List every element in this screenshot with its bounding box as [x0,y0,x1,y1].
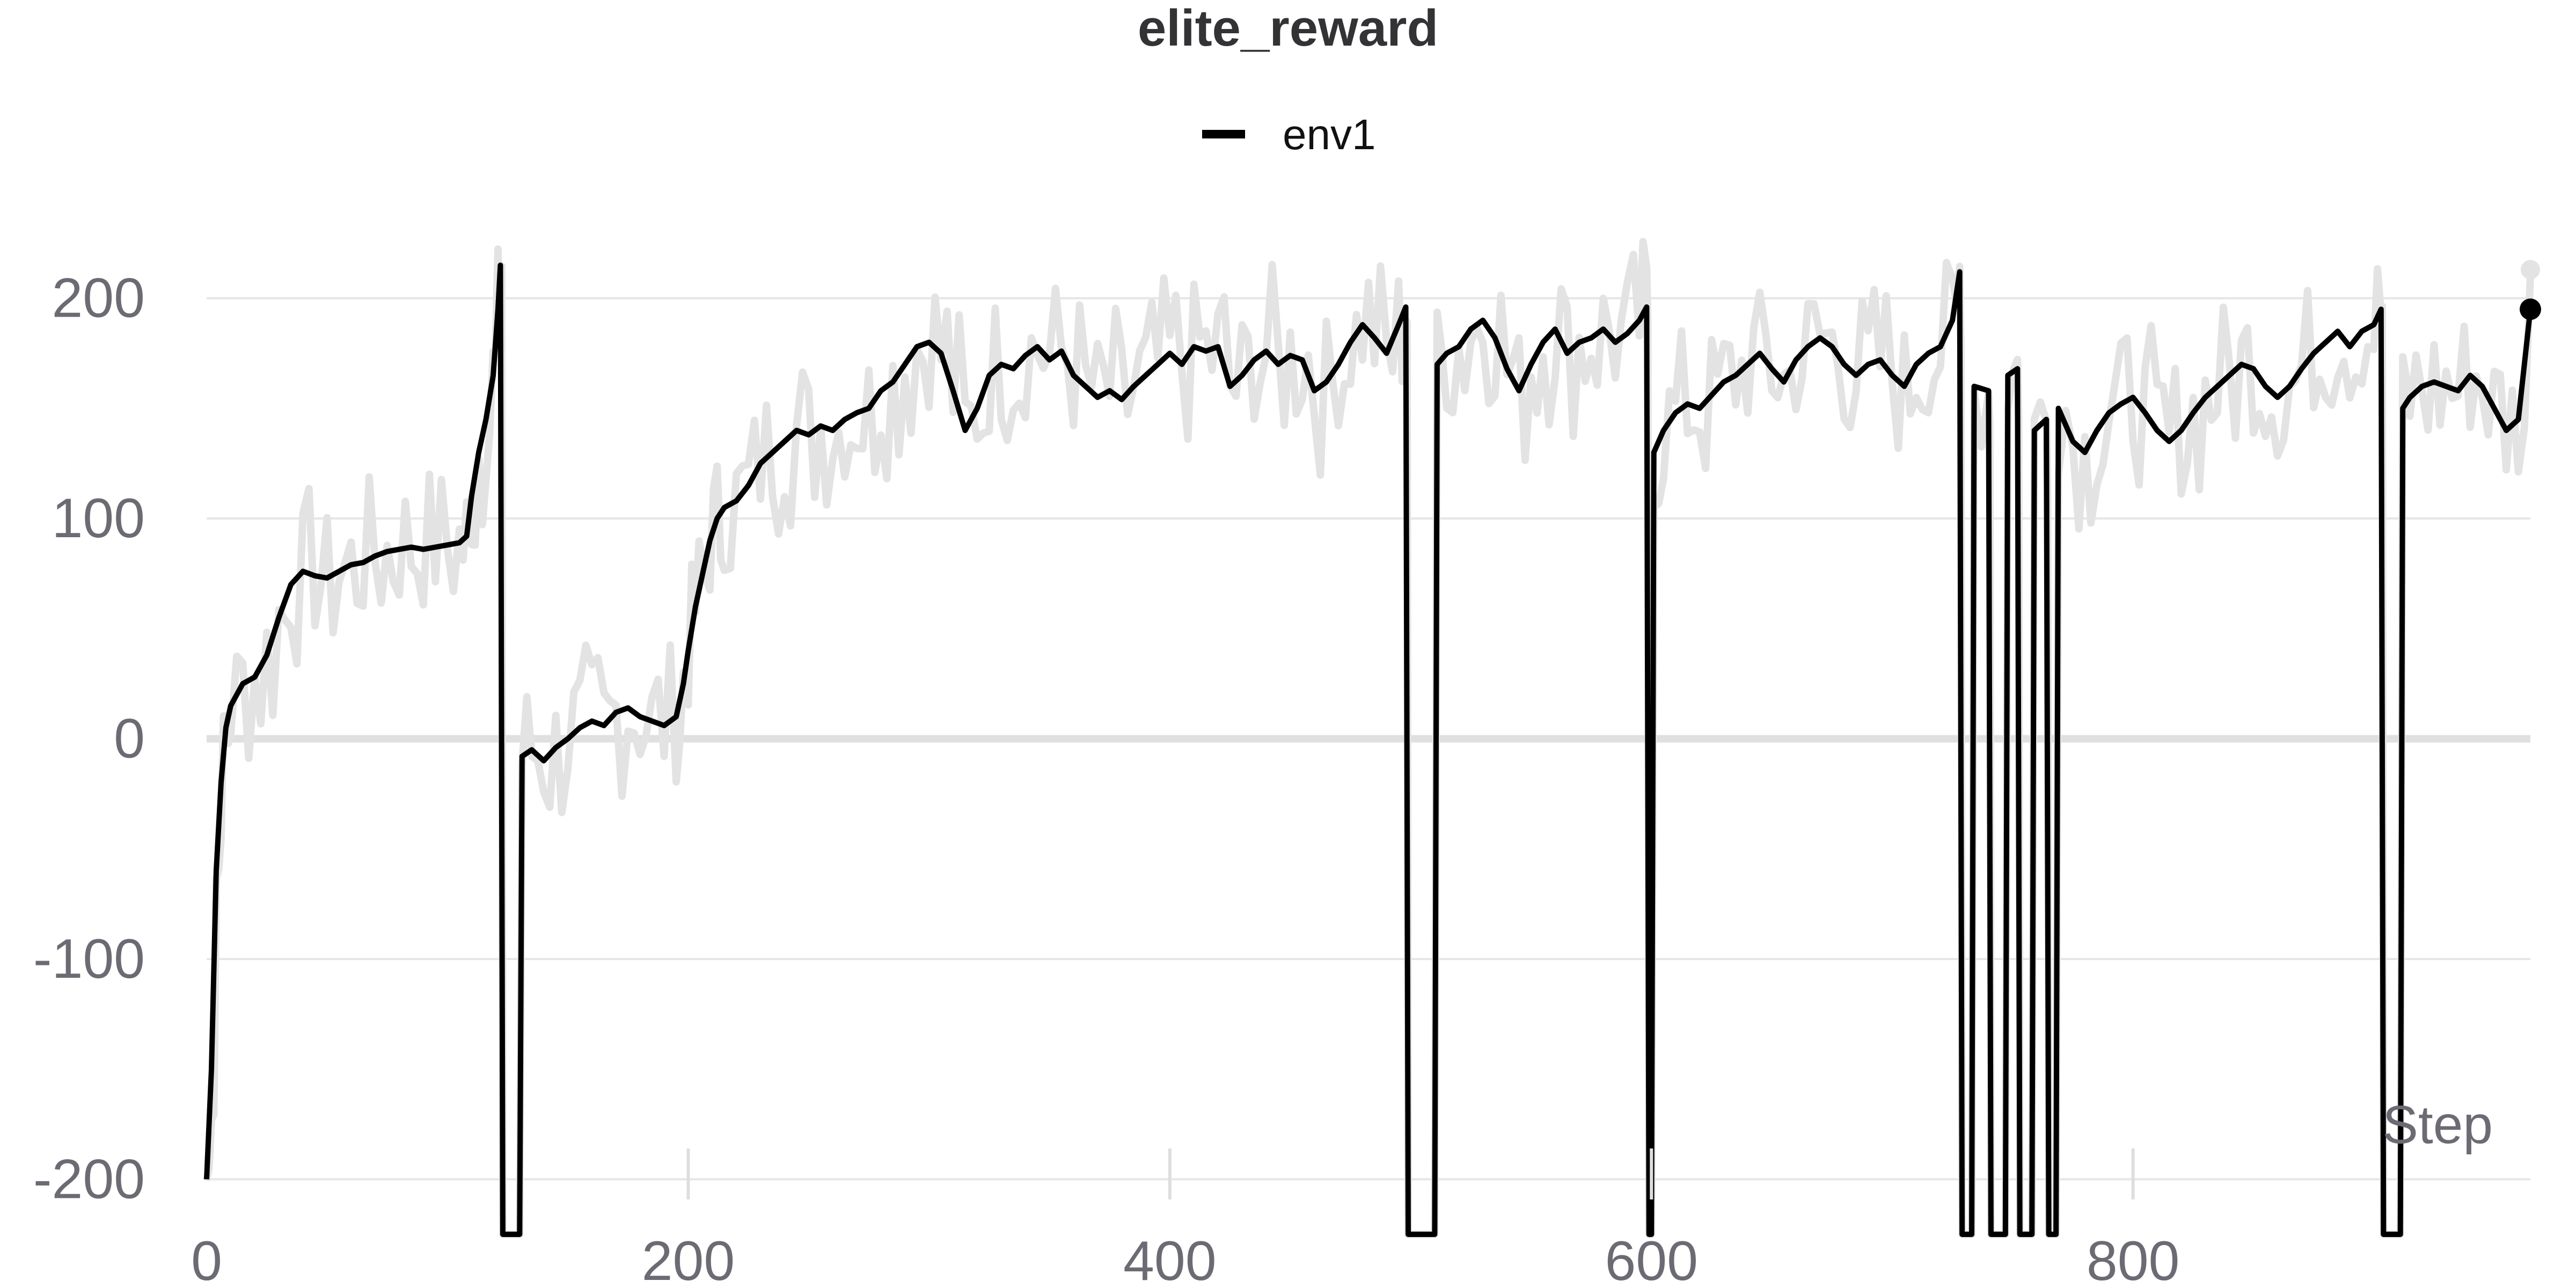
series-line-env1 [204,262,2533,1237]
legend-label-env1: env1 [1283,111,1375,158]
x-axis-label: Step [2382,1095,2493,1155]
series-raw-line [203,238,2534,1238]
series-endpoint[interactable] [2520,298,2541,320]
y-tick-label: 200 [52,267,145,330]
series-raw-endpoint [2521,260,2540,280]
y-tick-label: -200 [33,1148,145,1210]
x-axis-ticks: 0 200 400 600 800 [191,1148,2179,1288]
x-tick-label: 800 [2087,1230,2180,1288]
gridlines [207,297,2530,1181]
y-axis-ticks: 200 100 0 -100 -200 [33,267,145,1211]
legend[interactable]: env1 [1202,111,1375,158]
chart-title: elite_reward [1138,0,1438,57]
y-tick-label: 0 [114,708,145,770]
y-tick-label: 100 [52,487,145,550]
x-tick-label: 400 [1123,1230,1217,1288]
x-tick-label: 600 [1605,1230,1698,1288]
smoothed-series-layer [204,260,2541,1237]
x-tick-label: 0 [191,1230,222,1288]
raw-series-layer [203,238,2534,1238]
y-tick-label: -100 [33,928,145,990]
x-tick-label: 200 [642,1230,735,1288]
